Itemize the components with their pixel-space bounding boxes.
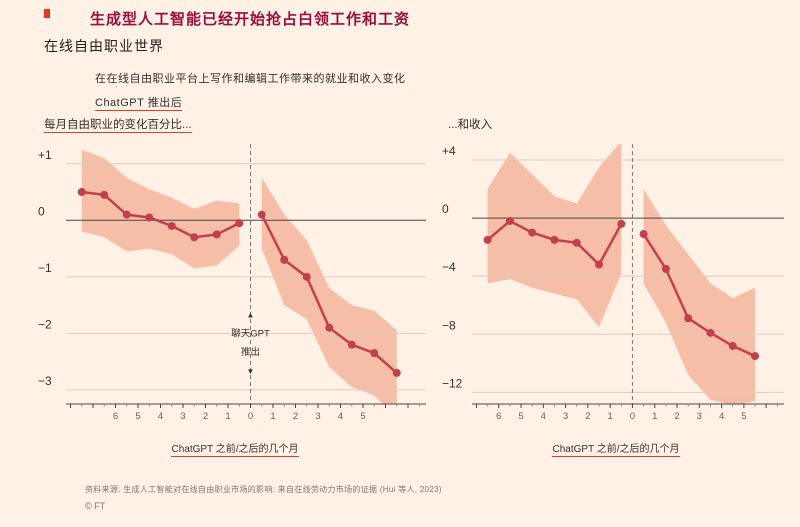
svg-text:3: 3	[315, 411, 320, 422]
panel-title-jobs: 每月自由职业的变化百分比...	[44, 119, 192, 133]
svg-text:6: 6	[496, 411, 501, 422]
svg-text:5: 5	[135, 411, 140, 422]
chart-panel-income: ...和收入 +4 0 −4 −8 −12 6 5 4 3 2 1 0 1 2 3 4 5 ChatGPT 之前…	[440, 116, 792, 457]
svg-text:2: 2	[203, 411, 208, 422]
svg-text:1: 1	[225, 411, 230, 422]
svg-text:6: 6	[113, 411, 118, 422]
chart-condition-label: ChatGPT 推出后	[95, 97, 183, 111]
panel-title-income-row: ...和收入	[440, 116, 792, 136]
jobs-line-chart: +1 0 −1 −2 −3 6 5 4 3 2 1 0 1 2 3 4 5 ▲ 聊天GPT 推出 ▼	[38, 144, 426, 422]
chart-description: 在在线自由职业平台上写作和编辑工作带来的就业和收入变化	[95, 73, 406, 85]
svg-text:5: 5	[741, 411, 746, 422]
svg-text:3: 3	[180, 411, 185, 422]
svg-text:+1: +1	[38, 148, 52, 162]
svg-text:−4: −4	[442, 260, 456, 274]
panel-title-jobs-row: 每月自由职业的变化百分比...	[36, 116, 434, 136]
svg-text:▼: ▼	[247, 367, 255, 376]
svg-text:+4: +4	[442, 144, 456, 158]
svg-text:0: 0	[248, 411, 253, 422]
svg-text:4: 4	[158, 411, 163, 422]
ft-credit: © FT	[85, 501, 106, 511]
x-axis-label-income-row: ChatGPT 之前/之后的几个月	[440, 440, 792, 457]
svg-text:5: 5	[518, 411, 523, 422]
svg-text:1: 1	[652, 411, 657, 422]
panel-title-income: ...和收入	[448, 119, 493, 131]
svg-text:0: 0	[38, 204, 45, 218]
svg-text:推出: 推出	[241, 346, 260, 358]
translation-mark-icon	[44, 9, 50, 18]
svg-text:4: 4	[338, 411, 343, 422]
svg-text:4: 4	[719, 411, 724, 422]
svg-text:−3: −3	[38, 374, 52, 388]
source-note: 资料来源: 生成人工智能对在线自由职业市场的影响: 来自在线劳动力市场的证据 (…	[85, 485, 442, 494]
svg-text:4: 4	[541, 411, 546, 422]
svg-text:2: 2	[585, 411, 590, 422]
svg-text:2: 2	[674, 411, 679, 422]
svg-text:3: 3	[697, 411, 702, 422]
svg-text:1: 1	[608, 411, 613, 422]
svg-text:−8: −8	[442, 318, 456, 332]
svg-text:1: 1	[270, 411, 275, 422]
svg-text:0: 0	[442, 202, 449, 216]
svg-text:−12: −12	[442, 376, 463, 390]
svg-text:−1: −1	[38, 261, 52, 275]
income-line-chart: +4 0 −4 −8 −12 6 5 4 3 2 1 0 1 2 3 4 5	[442, 144, 784, 422]
page-title: 生成型人工智能已经开始抢占白领工作和工资	[90, 11, 411, 28]
svg-text:0: 0	[630, 411, 635, 422]
svg-text:2: 2	[293, 411, 298, 422]
svg-text:−2: −2	[38, 317, 52, 331]
page-subtitle: 在线自由职业世界	[44, 38, 164, 54]
chart-condition-row: ChatGPT 推出后	[95, 94, 183, 111]
chart-panel-jobs: 每月自由职业的变化百分比... +1 0 −1 −2 −3 6 5 4 3 2 1 0 1 2 3 4 5 ▲ 聊天…	[36, 116, 434, 457]
x-axis-label-jobs-row: ChatGPT 之前/之后的几个月	[36, 440, 434, 457]
svg-text:3: 3	[563, 411, 568, 422]
svg-text:5: 5	[360, 411, 365, 422]
x-axis-label-income: ChatGPT 之前/之后的几个月	[552, 444, 680, 457]
x-axis-label-jobs: ChatGPT 之前/之后的几个月	[171, 444, 299, 457]
svg-text:聊天GPT: 聊天GPT	[231, 328, 270, 340]
svg-text:▲: ▲	[247, 311, 255, 320]
